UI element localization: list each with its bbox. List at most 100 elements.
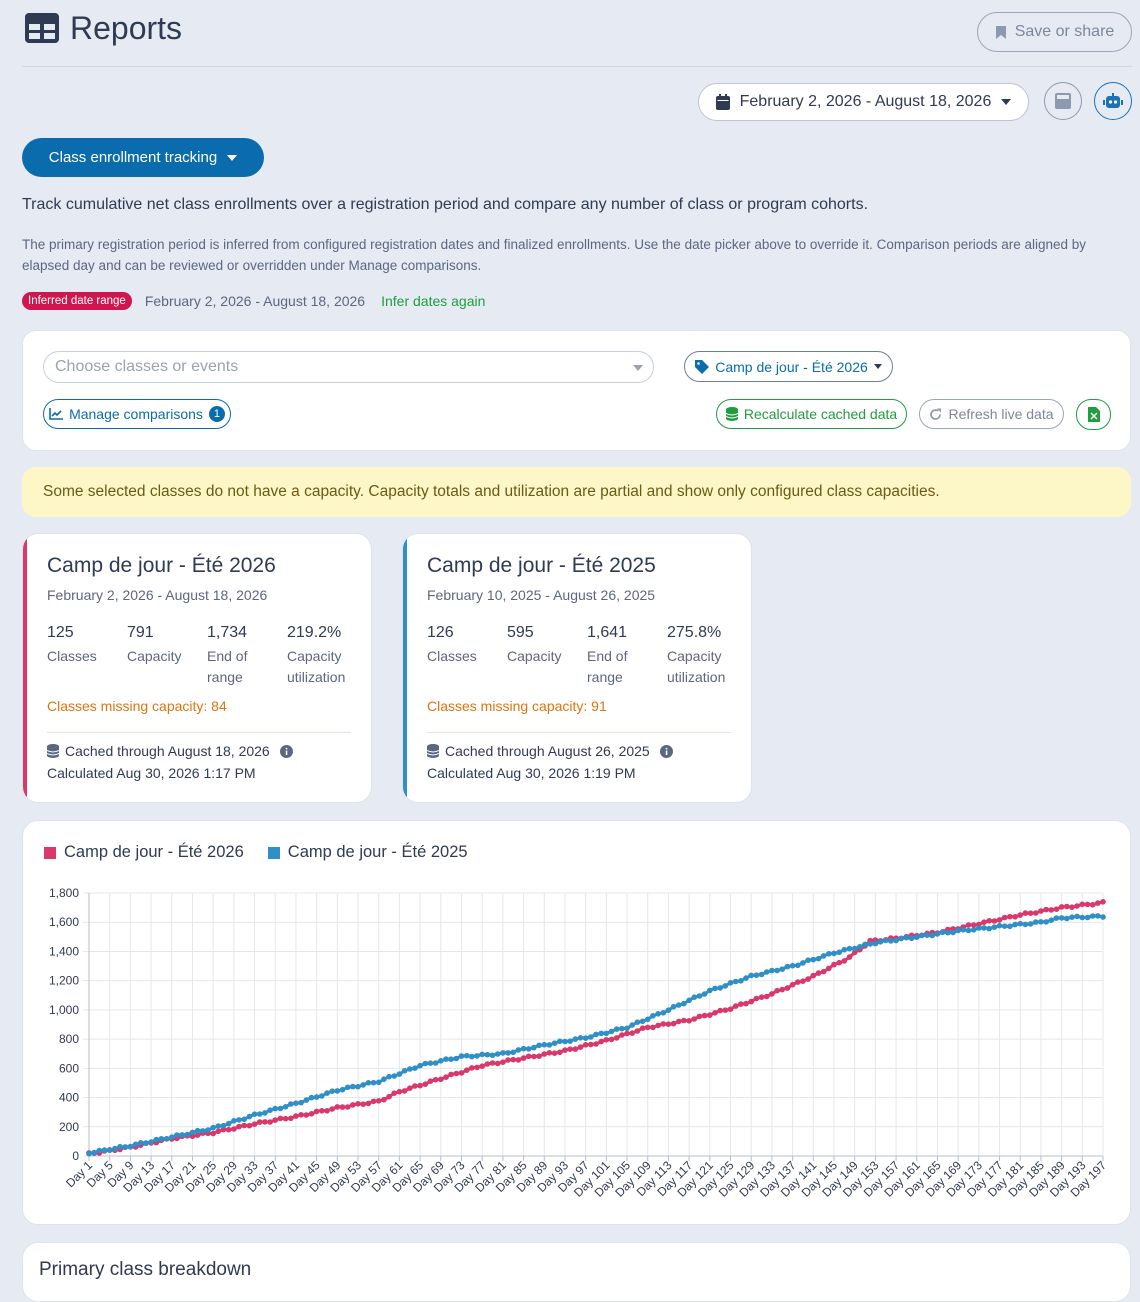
y-tick-label: 600 xyxy=(59,1061,79,1075)
stat-value: 595 xyxy=(507,624,534,641)
cohort-dates: February 2, 2026 - August 18, 2026 xyxy=(47,587,268,603)
data-point xyxy=(443,1056,449,1062)
stat-utilization: 219.2% Capacity utilization xyxy=(287,624,367,688)
refresh-icon xyxy=(930,408,942,420)
data-point xyxy=(572,1046,579,1052)
stat-label: End of range xyxy=(587,648,628,685)
y-tick-label: 1,200 xyxy=(49,974,79,988)
ai-assistant-button[interactable] xyxy=(1094,82,1132,120)
stat-label: Capacity utilization xyxy=(287,648,346,685)
info-icon[interactable] xyxy=(279,744,293,758)
report-type-dropdown[interactable]: Class enrollment tracking xyxy=(22,138,264,177)
data-point xyxy=(577,1044,584,1050)
card-divider xyxy=(427,732,731,733)
data-point xyxy=(660,1021,667,1027)
data-point xyxy=(748,998,754,1005)
data-point xyxy=(137,1140,144,1146)
data-point xyxy=(639,1018,646,1025)
data-point xyxy=(795,979,801,985)
data-point xyxy=(919,932,925,939)
data-point xyxy=(867,941,873,947)
data-point xyxy=(500,1050,506,1056)
save-or-share-button[interactable]: Save or share xyxy=(977,12,1132,52)
data-point xyxy=(841,958,848,964)
stat-end-of-range: 1,641 End of range xyxy=(587,624,667,688)
data-point xyxy=(189,1133,196,1140)
data-point xyxy=(686,997,692,1004)
manage-comparisons-button[interactable]: Manage comparisons 1 xyxy=(43,399,231,429)
data-point xyxy=(132,1141,139,1148)
data-point xyxy=(127,1143,134,1150)
y-tick-label: 0 xyxy=(72,1149,79,1163)
data-point xyxy=(582,1035,589,1041)
data-point xyxy=(469,1065,475,1071)
data-point xyxy=(608,1028,615,1035)
data-point xyxy=(298,1099,304,1106)
stat-value: 275.8% xyxy=(667,624,722,641)
data-point xyxy=(831,961,837,968)
cached-through-row: Cached through August 26, 2025 xyxy=(427,743,673,759)
recalculate-cached-data-button[interactable]: Recalculate cached data xyxy=(716,399,907,429)
data-point xyxy=(577,1035,584,1041)
data-point xyxy=(396,1071,403,1077)
info-icon[interactable] xyxy=(659,744,673,758)
data-point xyxy=(360,1101,367,1107)
page-title: Reports xyxy=(70,10,183,46)
data-point xyxy=(970,922,977,928)
refresh-label: Refresh live data xyxy=(948,406,1054,422)
stat-capacity: 595 Capacity xyxy=(507,624,587,688)
data-point xyxy=(412,1065,418,1071)
data-point xyxy=(1007,923,1013,930)
calculator-button[interactable] xyxy=(1044,82,1082,120)
data-point xyxy=(805,976,811,982)
data-point xyxy=(474,1064,480,1071)
data-point xyxy=(929,932,936,939)
data-point xyxy=(205,1127,211,1133)
data-point xyxy=(722,983,729,989)
legend-item-2026[interactable]: Camp de jour - Été 2026 xyxy=(44,843,244,862)
tag-filter-dropdown[interactable]: Camp de jour - Été 2026 xyxy=(684,351,893,382)
data-point xyxy=(1043,919,1049,925)
page-header: Reports Save or share xyxy=(22,8,1132,68)
data-point xyxy=(732,978,739,985)
data-point xyxy=(691,1016,698,1022)
stat-capacity: 791 Capacity xyxy=(127,624,207,688)
data-point xyxy=(293,1113,299,1119)
recalculate-label: Recalculate cached data xyxy=(743,406,898,422)
data-point xyxy=(158,1136,165,1142)
data-point xyxy=(163,1136,170,1142)
data-point xyxy=(965,927,972,934)
stat-label: Capacity xyxy=(127,648,182,664)
data-point xyxy=(169,1134,175,1140)
data-point xyxy=(355,1083,361,1090)
data-point xyxy=(288,1115,294,1122)
data-point xyxy=(743,1000,749,1007)
y-tick-label: 800 xyxy=(59,1032,79,1046)
legend-label: Camp de jour - Été 2025 xyxy=(287,843,468,861)
infer-dates-again-link[interactable]: Infer dates again xyxy=(381,293,486,309)
data-point xyxy=(531,1044,537,1051)
data-point xyxy=(613,1035,620,1041)
data-point xyxy=(153,1136,160,1143)
refresh-live-data-button[interactable]: Refresh live data xyxy=(919,399,1064,429)
data-point xyxy=(1012,921,1018,928)
data-point xyxy=(613,1026,620,1032)
data-point xyxy=(681,1000,687,1007)
data-point xyxy=(443,1074,449,1080)
data-point xyxy=(520,1045,527,1052)
export-excel-button[interactable] xyxy=(1076,399,1111,430)
legend-item-2025[interactable]: Camp de jour - Été 2025 xyxy=(267,843,468,862)
choose-classes-input[interactable]: Choose classes or events xyxy=(43,351,654,383)
data-point xyxy=(701,1012,708,1019)
data-point xyxy=(598,1030,604,1037)
data-point xyxy=(174,1132,180,1138)
data-point xyxy=(950,929,956,936)
data-point xyxy=(1095,900,1101,906)
data-point xyxy=(272,1105,278,1112)
data-point xyxy=(438,1076,444,1083)
data-point xyxy=(1032,919,1039,925)
date-range-picker[interactable]: February 2, 2026 - August 18, 2026 xyxy=(698,83,1029,121)
data-point xyxy=(225,1126,232,1133)
data-point xyxy=(903,934,910,941)
data-point xyxy=(846,954,853,960)
